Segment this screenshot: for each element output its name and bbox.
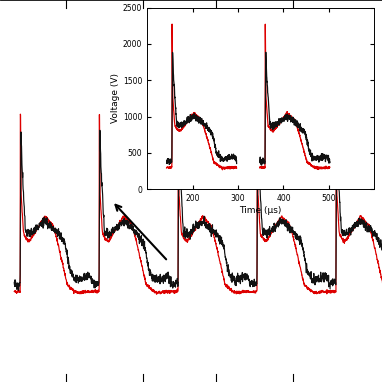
X-axis label: Time (μs): Time (μs)	[240, 206, 282, 215]
Y-axis label: Voltage (V): Voltage (V)	[111, 73, 120, 123]
